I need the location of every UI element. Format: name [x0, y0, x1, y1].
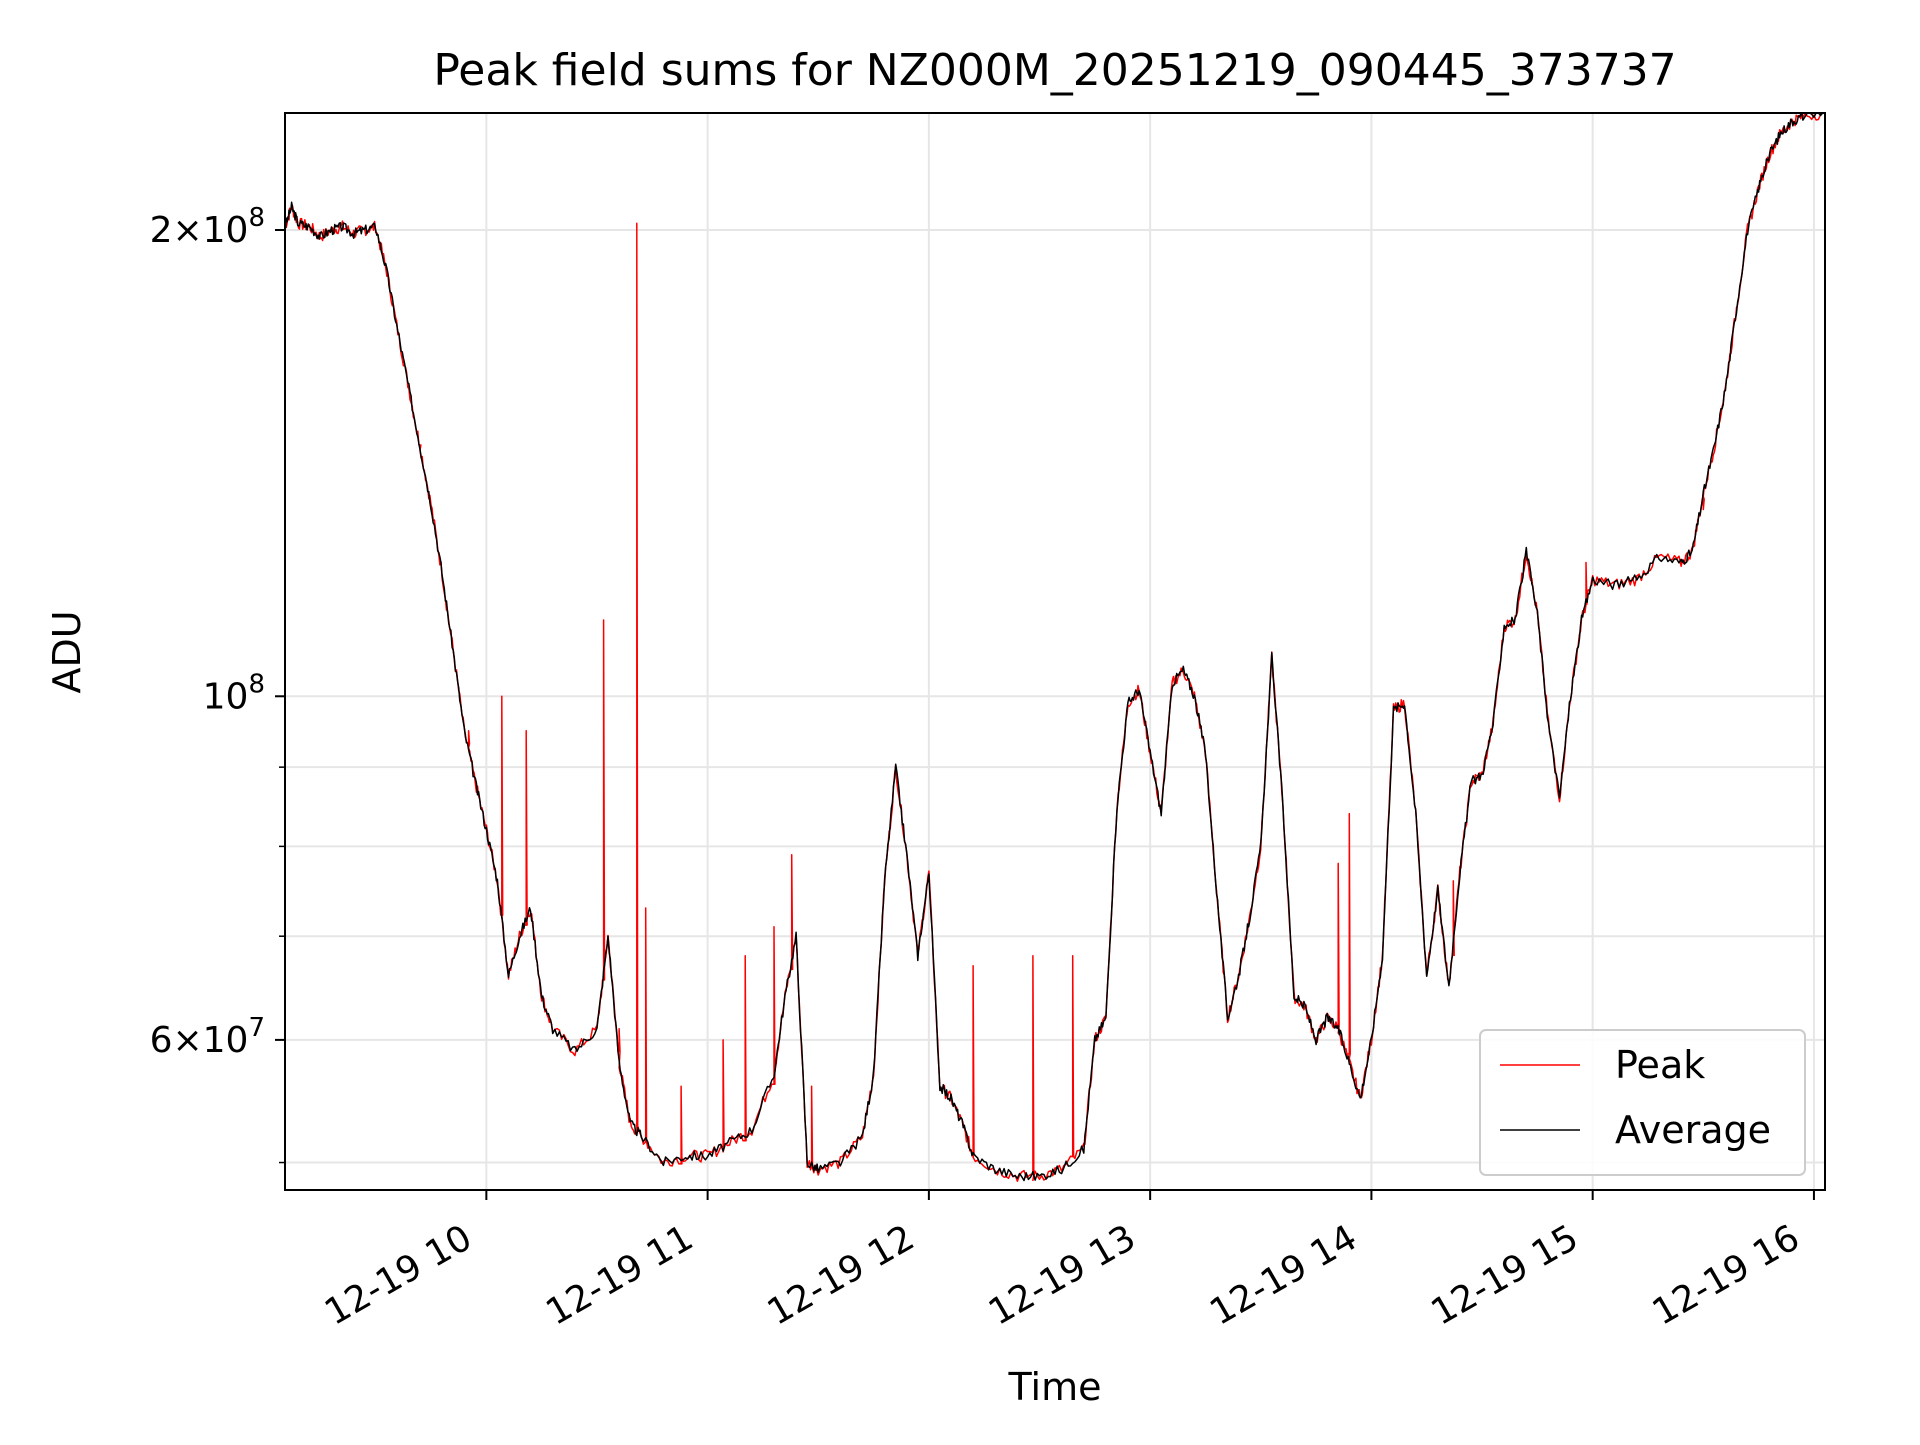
chart-title: Peak field sums for NZ000M_20251219_0904… — [433, 45, 1676, 96]
legend-box — [1479, 1029, 1806, 1176]
legend-label-average: Average — [1615, 1108, 1771, 1152]
y-tick-label: 2×108 — [150, 203, 265, 251]
y-axis-label: ADU — [45, 610, 89, 693]
plot-frame — [284, 112, 1826, 1191]
y-tick-label: 6×107 — [150, 1013, 265, 1061]
y-tick-label: 108 — [203, 669, 265, 717]
series-layer — [284, 112, 1825, 1182]
legend: Peak Average — [1479, 1029, 1806, 1176]
series-line-average — [284, 112, 1825, 1182]
grid — [285, 113, 1825, 1190]
x-axis-label: Time — [1008, 1365, 1102, 1409]
legend-label-peak: Peak — [1615, 1043, 1705, 1087]
